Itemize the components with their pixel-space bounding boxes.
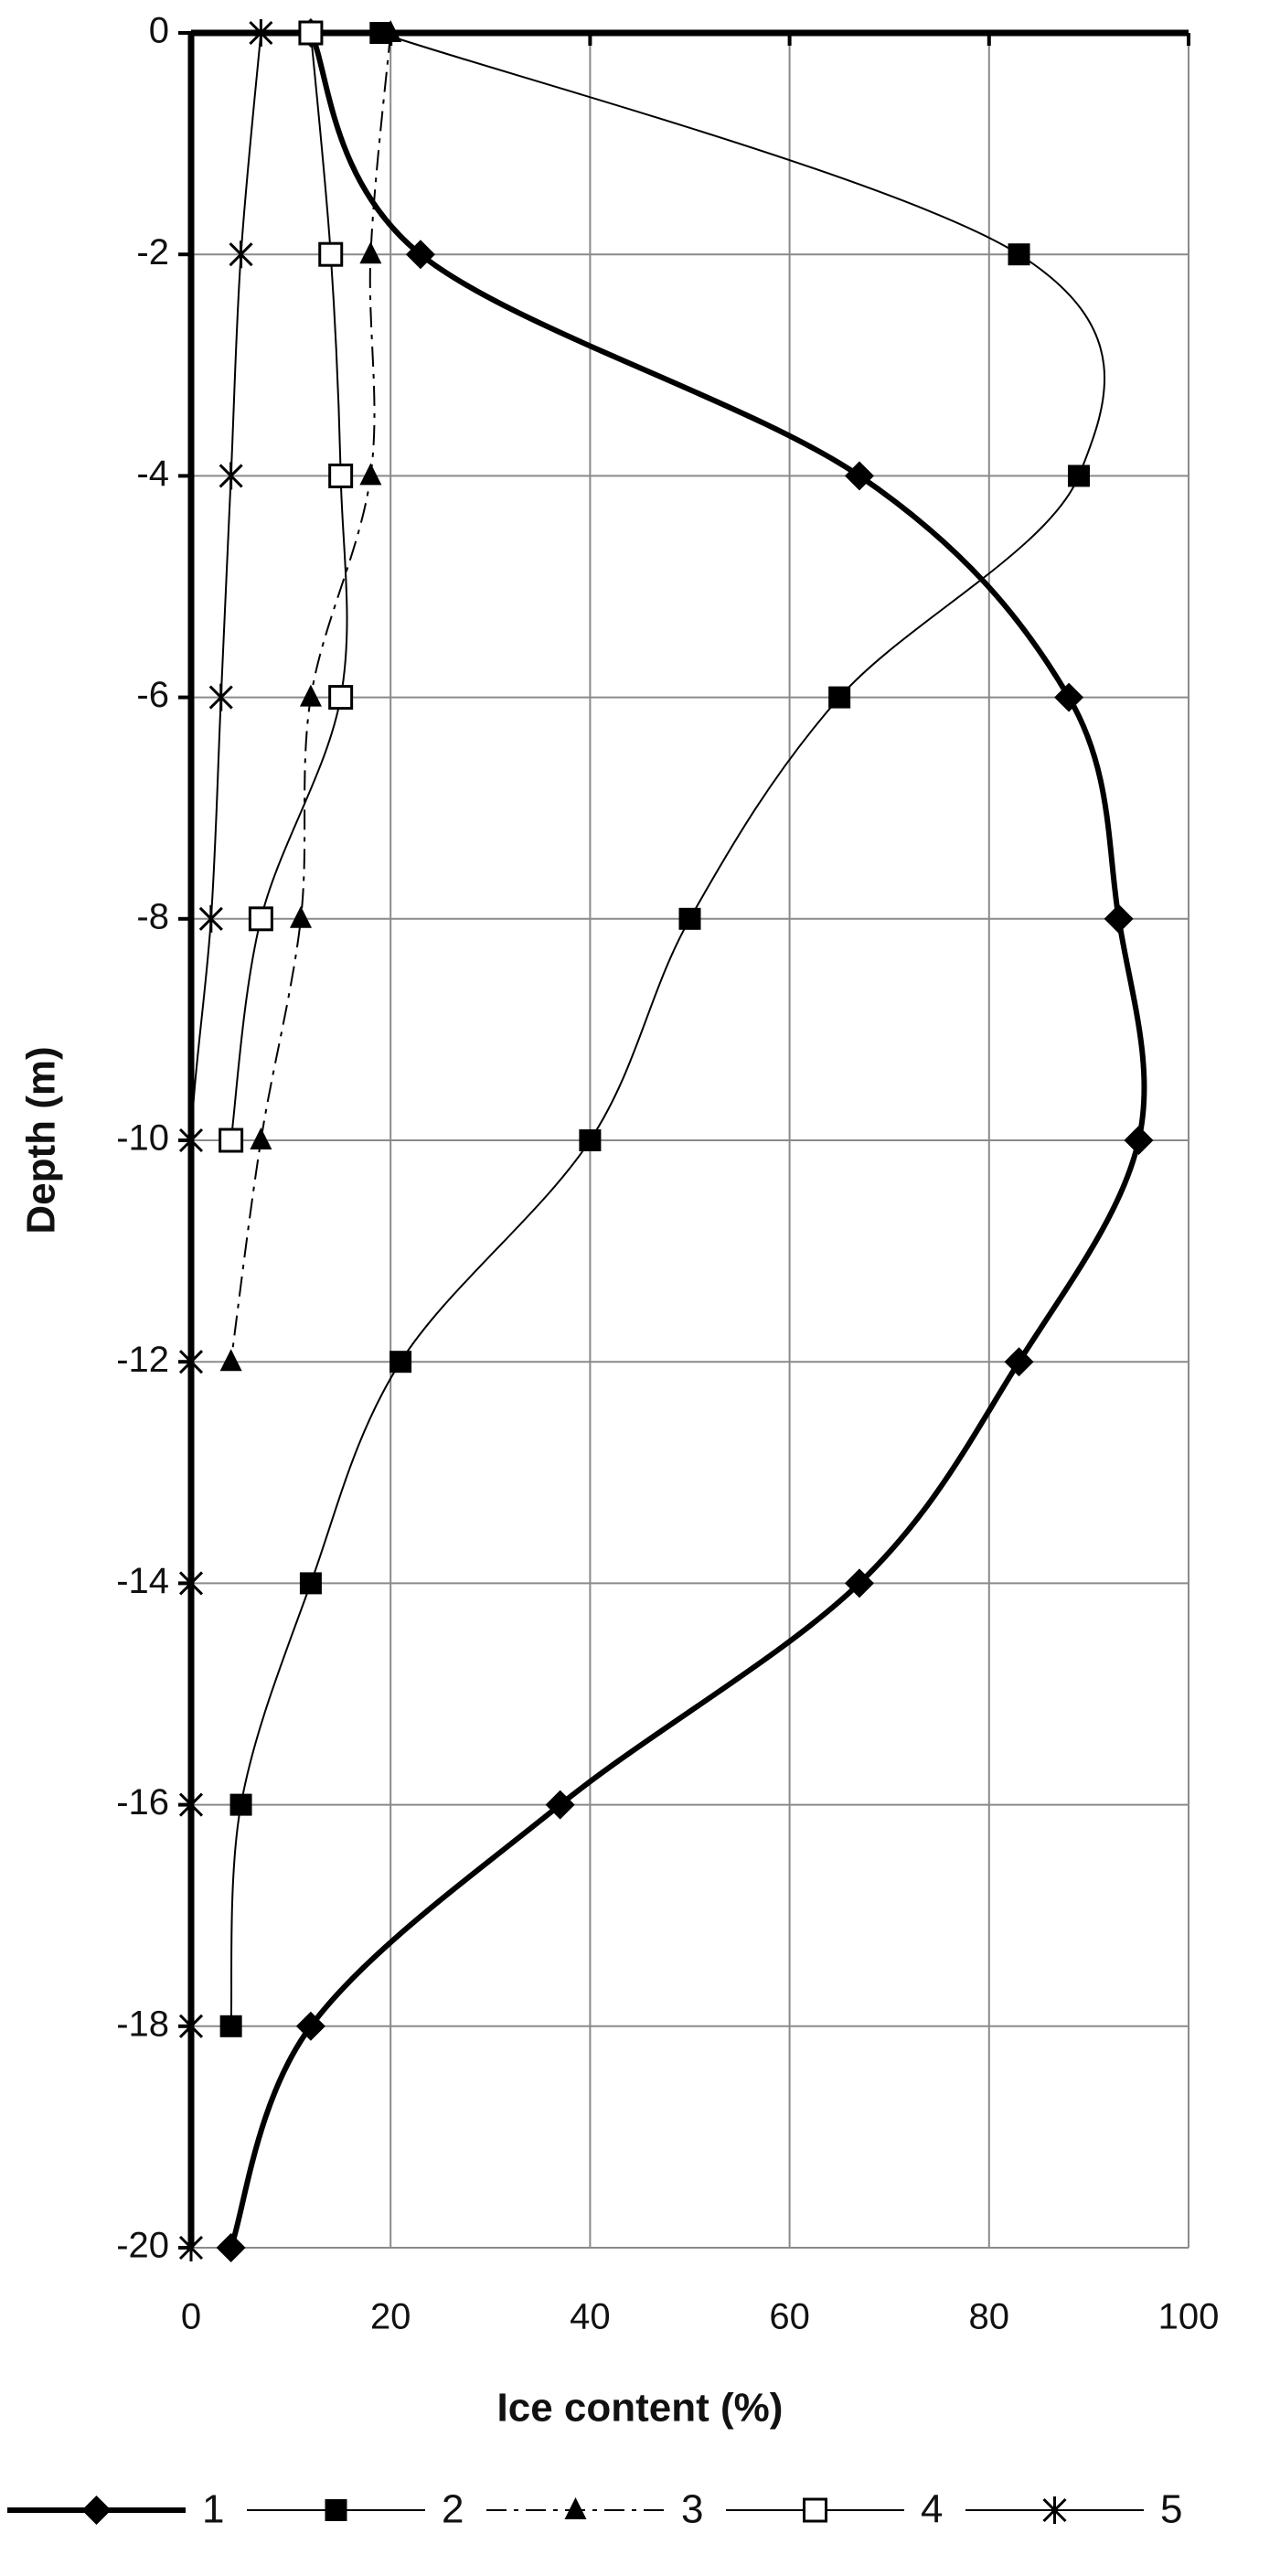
y-tick-label: -20 [116, 2226, 169, 2266]
y-tick-label: -10 [116, 1118, 169, 1159]
marker [1004, 1347, 1034, 1377]
marker [828, 686, 851, 709]
marker [295, 2011, 325, 2041]
series-line [229, 32, 348, 1141]
marker [579, 1129, 602, 1151]
marker [678, 907, 701, 930]
marker [318, 241, 344, 267]
marker [564, 2497, 587, 2519]
marker [216, 2233, 246, 2262]
marker [229, 240, 253, 269]
marker [844, 1568, 874, 1598]
x-tick-label: 60 [769, 2297, 810, 2337]
marker [359, 463, 382, 486]
y-tick-label: -18 [116, 2004, 169, 2044]
marker [545, 1790, 575, 1820]
marker [1008, 243, 1030, 266]
marker [178, 2012, 204, 2040]
y-tick-label: -2 [136, 232, 169, 273]
marker [219, 1349, 242, 1372]
marker [1104, 903, 1134, 934]
x-tick-label: 80 [969, 2297, 1010, 2337]
y-tick-label: -12 [116, 1340, 169, 1380]
legend-label: 5 [1160, 2487, 1182, 2532]
marker [250, 1128, 272, 1149]
y-tick-label: 0 [149, 11, 169, 51]
marker [178, 2234, 204, 2261]
marker [1042, 2496, 1067, 2524]
marker [405, 240, 435, 270]
marker [229, 1793, 252, 1816]
marker [178, 1790, 204, 1819]
marker [359, 241, 382, 264]
marker [290, 905, 313, 928]
marker [178, 1127, 204, 1154]
marker [81, 2496, 112, 2525]
marker [803, 2497, 827, 2523]
marker [1054, 682, 1084, 712]
legend-label: 3 [681, 2487, 703, 2532]
y-tick-label: -16 [116, 1782, 169, 1822]
marker [298, 20, 324, 46]
legend-label: 2 [442, 2487, 464, 2532]
y-tick-label: -14 [116, 1561, 169, 1601]
marker [208, 683, 233, 711]
marker [248, 906, 273, 932]
marker [328, 463, 354, 488]
x-tick-label: 0 [181, 2297, 201, 2337]
marker [178, 1569, 204, 1598]
marker [325, 2499, 347, 2521]
y-tick-label: -6 [136, 675, 169, 715]
x-tick-label: 20 [370, 2297, 411, 2337]
marker [219, 462, 243, 490]
marker [178, 1348, 204, 1376]
marker [299, 684, 322, 707]
x-axis-label: Ice content (%) [497, 2386, 784, 2431]
y-axis-label: Depth (m) [19, 1046, 64, 1234]
marker [1124, 1126, 1154, 1155]
marker [379, 20, 402, 42]
y-tick-label: -8 [136, 896, 169, 936]
marker [249, 19, 273, 47]
legend-label: 4 [921, 2487, 943, 2532]
marker [219, 2015, 242, 2037]
marker [299, 1572, 322, 1595]
y-tick-label: -4 [136, 454, 169, 494]
marker [389, 1351, 412, 1374]
x-tick-label: 100 [1158, 2297, 1220, 2337]
marker [328, 685, 354, 711]
marker [1067, 465, 1090, 487]
marker [219, 1128, 244, 1153]
legend-label: 1 [202, 2487, 224, 2532]
marker [844, 461, 874, 491]
marker [198, 904, 223, 933]
x-tick-label: 40 [570, 2297, 611, 2337]
